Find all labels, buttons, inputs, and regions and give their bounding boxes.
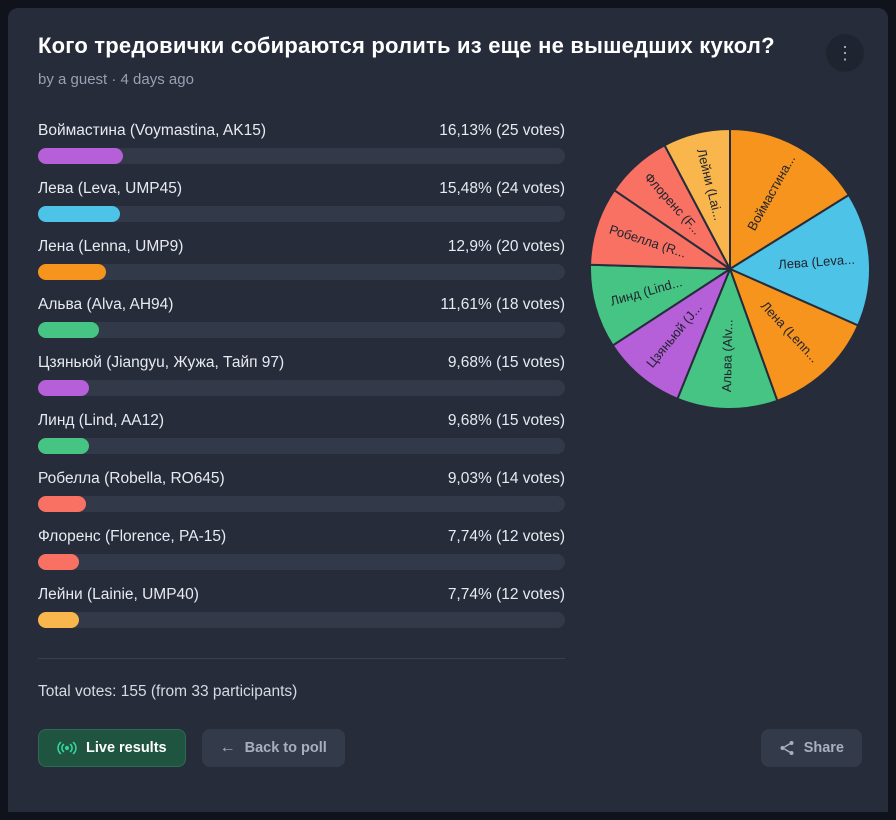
live-results-label: Live results <box>86 739 167 756</box>
option-label: Робелла (Robella, RO645) <box>38 469 225 487</box>
option-label: Лена (Lenna, UMP9) <box>38 237 184 255</box>
option-bar-fill <box>38 147 123 164</box>
back-to-poll-label: Back to poll <box>244 739 327 756</box>
pie-slice[interactable] <box>611 266 733 400</box>
option-label: Лева (Leva, UMP45) <box>38 179 183 197</box>
pie-slice-label: Лева (Leva... <box>778 251 856 271</box>
share-icon <box>780 740 794 755</box>
poll-option-row: Флоренс (Florence, PA-15) 7,74% (12 votes… <box>38 528 565 570</box>
option-bar-fill <box>38 495 86 512</box>
option-result: 12,9% (20 votes) <box>447 237 565 255</box>
options-column: Воймастина (Voymastina, AK15) 16,13% (25 … <box>38 122 565 701</box>
option-bar-track <box>38 553 565 570</box>
back-arrow-icon: ← <box>219 738 236 756</box>
option-label: Линд (Lind, AA12) <box>38 411 165 429</box>
option-result: 7,74% (12 votes) <box>447 527 565 545</box>
pie-chart: Воймастина...Лева (Leva...Лена (Lenn...А… <box>589 127 871 410</box>
share-label: Share <box>803 739 844 756</box>
pie-slice[interactable] <box>589 188 734 270</box>
option-bar-fill <box>38 263 106 280</box>
poll-option-row: Цзяньюй (Jiangyu, Жужа, Тайп 97) 9,68% (1… <box>38 354 565 396</box>
live-icon <box>57 741 77 754</box>
poll-option-row: Робелла (Robella, RO645) 9,03% (14 votes) <box>38 470 565 512</box>
pie-slice[interactable] <box>663 127 731 270</box>
option-bar-track <box>38 611 565 628</box>
option-bar-track <box>38 437 565 454</box>
share-button[interactable]: Share <box>760 728 862 767</box>
option-bar-track <box>38 263 565 280</box>
option-result: 9,68% (15 votes) <box>447 411 565 429</box>
results-area: Воймастина (Voymastina, AK15) 16,13% (25 … <box>38 122 871 701</box>
option-result: 7,74% (12 votes) <box>447 585 565 603</box>
poll-option-row: Воймастина (Voymastina, AK15) 16,13% (25 … <box>38 122 565 164</box>
pie-slice[interactable] <box>589 263 734 347</box>
header: Кого тредовички собираются ролить из еще… <box>38 32 870 88</box>
page-title: Кого тредовички собираются ролить из еще… <box>38 33 775 58</box>
option-bar-fill <box>38 205 120 222</box>
pie-slice[interactable] <box>727 193 871 327</box>
pie-slice-label: Альва (Alv... <box>719 319 735 392</box>
option-result: 9,68% (15 votes) <box>447 353 565 371</box>
poll-results-card: Кого тредовички собираются ролить из еще… <box>8 8 888 812</box>
option-bar-track <box>38 495 565 512</box>
pie-slice[interactable] <box>676 265 779 410</box>
poll-option-row: Лейни (Lainie, UMP40) 7,74% (12 votes) <box>38 586 565 628</box>
option-result: 11,61% (18 votes) <box>440 295 565 313</box>
option-bar-track <box>38 205 565 222</box>
option-bar-track <box>38 379 565 396</box>
option-bar-fill <box>38 379 89 396</box>
pie-slice[interactable] <box>729 127 851 271</box>
live-results-button[interactable]: Live results <box>38 728 186 767</box>
vertical-ellipsis-icon: ⋮ <box>836 43 854 63</box>
chart-column: Воймастина... Лева (Leva... Лена (Lenn... А… <box>585 122 875 701</box>
option-bar-fill <box>38 321 100 338</box>
option-result: 16,13% (25 votes) <box>439 121 565 139</box>
option-bar-track <box>38 321 565 338</box>
option-label: Альва (Alva, AH94) <box>38 295 174 313</box>
option-label: Воймастина (Voymastina, AK15) <box>38 121 267 139</box>
option-bar-track <box>38 147 565 164</box>
footer-actions: Live results ← Back to poll Share <box>38 728 870 767</box>
poll-option-row: Альва (Alva, AH94) 11,61% (18 votes) <box>38 296 565 338</box>
back-to-poll-button[interactable]: ← Back to poll <box>201 728 345 767</box>
poll-option-row: Лева (Leva, UMP45) 15,48% (24 votes) <box>38 180 565 222</box>
option-label: Цзяньюй (Jiangyu, Жужа, Тайп 97) <box>38 353 285 371</box>
options-list: Воймастина (Voymastina, AK15) 16,13% (25 … <box>38 122 565 628</box>
options-menu-button[interactable]: ⋮ <box>826 34 864 72</box>
total-votes: Total votes: 155 (from 33 participants) <box>38 657 565 701</box>
poll-option-row: Линд (Lind, AA12) 9,68% (15 votes) <box>38 412 565 454</box>
byline: by a guest · 4 days ago <box>38 70 194 88</box>
option-result: 15,48% (24 votes) <box>439 179 565 197</box>
pie-slice[interactable] <box>728 266 860 402</box>
option-bar-fill <box>38 437 89 454</box>
option-bar-fill <box>38 553 79 570</box>
option-result: 9,03% (14 votes) <box>447 469 565 487</box>
poll-option-row: Лена (Lenna, UMP9) 12,9% (20 votes) <box>38 238 565 280</box>
option-label: Флоренс (Florence, PA-15) <box>38 527 227 545</box>
option-bar-fill <box>38 611 79 628</box>
option-label: Лейни (Lainie, UMP40) <box>38 585 199 603</box>
